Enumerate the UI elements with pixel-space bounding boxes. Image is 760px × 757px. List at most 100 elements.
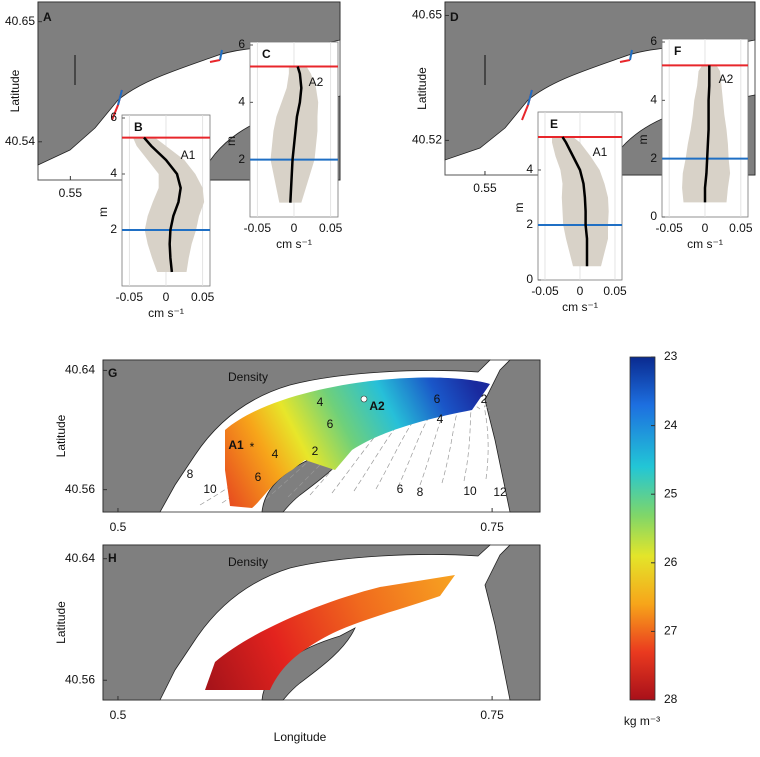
land — [102, 544, 492, 701]
contour-label: 4 — [437, 412, 444, 426]
site-label: A2 — [719, 72, 734, 86]
panel-label: H — [108, 551, 117, 565]
density-field — [205, 575, 455, 690]
x-tick-label: 0.05 — [319, 221, 343, 235]
y-tick-label: 40.56 — [65, 672, 95, 686]
x-axis-label: Longitude — [274, 730, 327, 744]
velocity-profile — [703, 65, 711, 203]
x-tick-label: 0.5 — [110, 520, 127, 534]
land — [102, 359, 491, 513]
y-tick-label: 40.54 — [5, 134, 35, 148]
density-field — [225, 377, 490, 508]
colorbar-tick-label: 27 — [664, 624, 678, 638]
velocity-vector — [527, 89, 533, 106]
land — [484, 544, 541, 701]
site-label: A1 — [181, 148, 196, 162]
colorbar-tick-label: 23 — [664, 349, 678, 363]
contour-label: 4 — [317, 395, 324, 409]
velocity-vector — [117, 89, 123, 106]
x-tick-label: 0.55 — [59, 186, 83, 200]
y-tick-label: 6 — [110, 110, 117, 124]
x-tick-label: 0.75 — [480, 708, 504, 722]
y-axis-label: Latitude — [8, 69, 22, 112]
velocity-vector — [629, 49, 633, 61]
map-title: Density — [228, 555, 268, 569]
y-axis-label: m — [512, 203, 526, 213]
colorbar-tick-label: 26 — [664, 555, 678, 569]
y-axis-label: m — [224, 136, 238, 146]
land — [484, 359, 541, 513]
x-tick-label: 0 — [702, 221, 709, 235]
velocity-profile — [561, 136, 589, 267]
y-axis-label: m — [96, 207, 110, 217]
panel-label: C — [262, 47, 271, 61]
colorbar-tick-label: 24 — [664, 418, 678, 432]
y-tick-label: 4 — [110, 166, 117, 180]
contour-label: 10 — [203, 482, 217, 496]
contour-label: 6 — [434, 392, 441, 406]
velocity-vector — [209, 59, 221, 63]
contour-line — [484, 405, 491, 480]
y-tick-label: 0 — [650, 209, 657, 223]
contour-label: 10 — [463, 484, 477, 498]
y-axis-label: Latitude — [415, 67, 429, 110]
x-tick-label: -0.05 — [116, 290, 144, 304]
x-axis-label: cm s⁻¹ — [276, 237, 312, 251]
y-tick-label: 40.65 — [5, 14, 35, 28]
station-label: A1 — [228, 438, 244, 452]
panel-label: D — [450, 10, 459, 24]
velocity-vector — [619, 59, 631, 63]
y-tick-label: 4 — [526, 162, 533, 176]
colorbar-tick-label: 28 — [664, 692, 678, 706]
panel-label: G — [108, 366, 117, 380]
x-tick-label: 0 — [577, 284, 584, 298]
panel-label: E — [550, 117, 558, 131]
y-axis-label: Latitude — [54, 414, 68, 457]
y-tick-label: 0 — [526, 272, 533, 286]
x-axis-label: cm s⁻¹ — [562, 300, 598, 314]
y-tick-label: 4 — [238, 95, 245, 109]
contour-label: 8 — [187, 467, 194, 481]
colorbar-tick-label: 25 — [664, 486, 678, 500]
station-label: A2 — [369, 399, 385, 413]
y-tick-label: 6 — [650, 34, 657, 48]
y-tick-label: 2 — [526, 217, 533, 231]
contour-label: 6 — [327, 417, 334, 431]
x-axis-label: cm s⁻¹ — [148, 306, 184, 320]
contour-label: 6 — [397, 482, 404, 496]
panel-label: A — [43, 10, 52, 24]
y-tick-label: 40.52 — [412, 133, 442, 147]
x-tick-label: -0.05 — [244, 221, 272, 235]
velocity-profile — [289, 66, 303, 203]
colorbar — [629, 356, 656, 701]
x-tick-label: -0.05 — [655, 221, 683, 235]
contour-label: 6 — [255, 470, 262, 484]
panel-label: F — [674, 44, 681, 58]
x-tick-label: 0.75 — [480, 520, 504, 534]
y-tick-label: 2 — [110, 222, 117, 236]
site-label: A2 — [309, 75, 324, 89]
contour-label: 12 — [493, 485, 507, 499]
velocity-vector — [219, 49, 223, 61]
spread-envelope — [682, 65, 731, 203]
x-tick-label: -0.05 — [531, 284, 559, 298]
y-tick-label: 4 — [650, 93, 657, 107]
contour-label: 4 — [272, 447, 279, 461]
y-tick-label: 6 — [238, 37, 245, 51]
y-tick-label: 40.64 — [65, 551, 95, 565]
station-marker: * — [250, 440, 255, 454]
contour-label: 8 — [417, 485, 424, 499]
map-title: Density — [228, 370, 268, 384]
y-tick-label: 40.65 — [412, 8, 442, 22]
x-tick-label: 0.05 — [729, 221, 753, 235]
y-tick-label: 40.56 — [65, 482, 95, 496]
x-tick-label: 0 — [163, 290, 170, 304]
y-tick-label: 2 — [238, 152, 245, 166]
y-tick-label: 2 — [650, 151, 657, 165]
x-tick-label: 0.05 — [191, 290, 215, 304]
contour-label: 2 — [481, 392, 488, 406]
panel-label: B — [134, 120, 143, 134]
spread-envelope — [552, 137, 609, 267]
site-label: A1 — [593, 145, 608, 159]
